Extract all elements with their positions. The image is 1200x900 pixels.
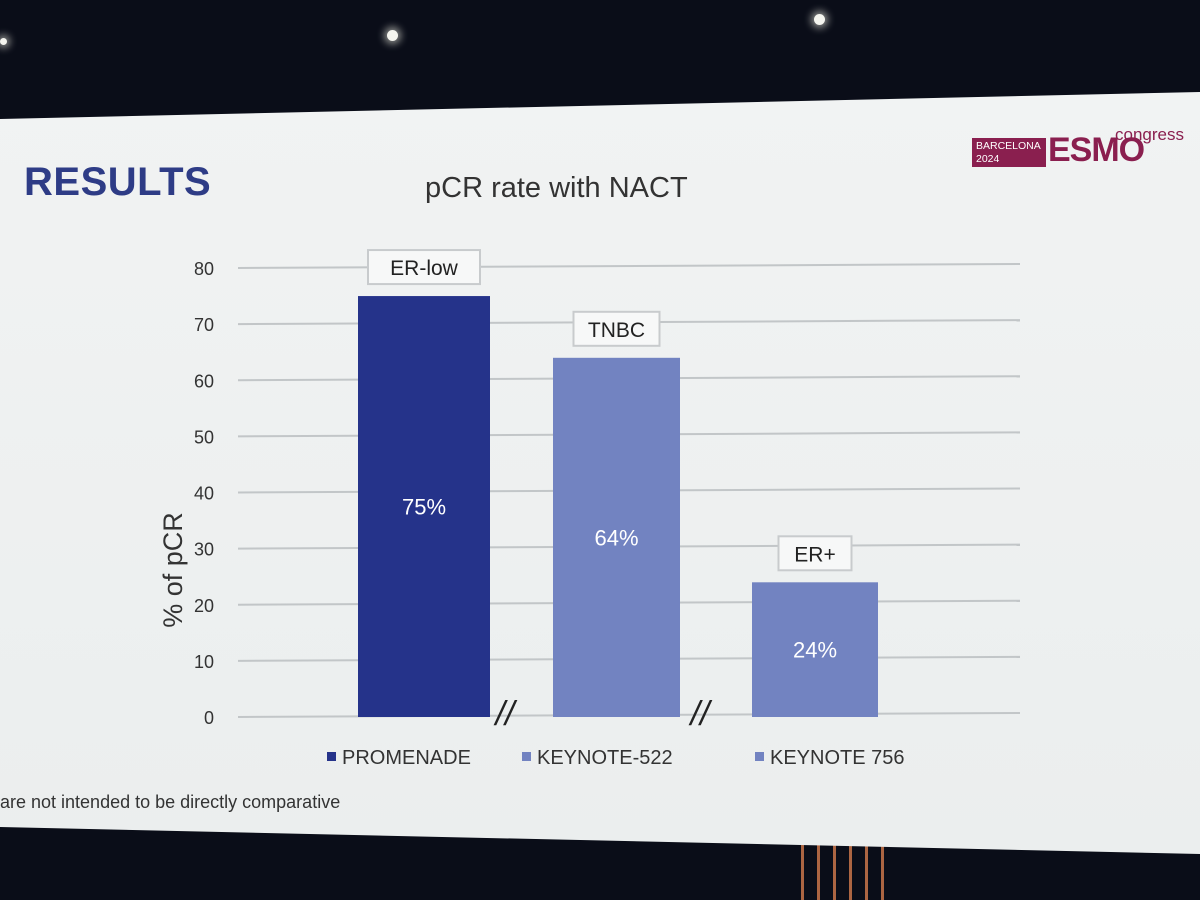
bar-value-label: 24%	[793, 638, 837, 663]
logo-year: 2024	[976, 153, 1000, 165]
bar	[752, 582, 878, 717]
logo-location-box: BARCELONA 2024	[972, 138, 1046, 167]
group-label: ER-low	[390, 257, 459, 280]
legend-label: PROMENADE	[342, 747, 471, 769]
group-label-box	[777, 535, 853, 572]
ceiling-light	[387, 30, 398, 41]
legend-swatch	[327, 752, 336, 761]
legend: PROMENADE KEYNOTE-522 KEYNOTE 756	[327, 747, 905, 769]
y-tick-label: 60	[194, 371, 214, 391]
y-tick-label: 70	[194, 315, 214, 335]
y-axis-ticks: 0 10 20 30 40 50 60 70 80	[194, 259, 214, 728]
slide-heading: RESULTS	[24, 160, 212, 204]
legend-label: KEYNOTE 756	[770, 747, 905, 769]
bar	[553, 357, 680, 717]
y-tick-label: 10	[194, 652, 214, 672]
y-axis-label: % of pCR	[158, 512, 188, 628]
group-label-box	[572, 310, 661, 347]
ceiling-light	[0, 38, 7, 45]
bar-value-label: 75%	[402, 495, 446, 520]
y-tick-label: 30	[194, 540, 214, 560]
y-tick-label: 0	[204, 708, 214, 728]
y-tick-label: 20	[194, 596, 214, 616]
bar	[358, 296, 490, 717]
gridline	[237, 263, 1021, 269]
y-tick-label: 50	[194, 427, 214, 447]
footnote: are not intended to be directly comparat…	[0, 792, 341, 812]
chart-title: pCR rate with NACT	[425, 172, 688, 204]
y-tick-label: 80	[194, 259, 214, 279]
axis-breaks: // //	[494, 695, 713, 733]
ceiling-light	[814, 14, 825, 25]
logo-city: BARCELONA	[976, 140, 1041, 152]
stage-decoration	[795, 842, 895, 900]
projection-screen: RESULTS pCR rate with NACT BARCELONA 202…	[0, 92, 1200, 854]
group-label: TNBC	[588, 319, 645, 342]
bar-chart: 0 10 20 30 40 50 60 70 80 % of pCR 75% ER-low 64% T…	[158, 249, 1021, 769]
bars: 75% ER-low 64% TNBC 24% ER+	[358, 249, 878, 717]
legend-label: KEYNOTE-522	[537, 747, 673, 769]
bar-value-label: 64%	[594, 525, 638, 550]
axis-break-marker: //	[494, 695, 518, 733]
logo-suffix: congress	[1115, 125, 1184, 144]
logo-wordmark: ESMO	[1048, 131, 1145, 169]
esmo-logo: BARCELONA 2024 ESMO congress	[972, 124, 1187, 170]
axis-break-marker: //	[689, 695, 713, 733]
legend-swatch	[755, 752, 764, 761]
group-label-box	[367, 249, 481, 286]
legend-swatch	[522, 752, 531, 761]
group-label: ER+	[794, 543, 835, 566]
y-tick-label: 40	[194, 484, 214, 504]
